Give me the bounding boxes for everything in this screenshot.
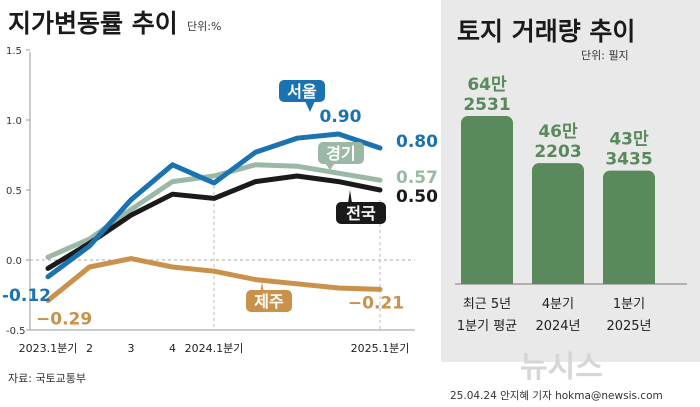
series-tag-jeju [246,290,292,312]
bar-category-label-line1: 최근 5년 [463,297,511,312]
bar-value-label-line1: 43만 [609,130,649,150]
series-tag-label-seoul: 서울 [287,82,317,101]
y-tick-label: 0.0 [6,256,22,267]
y-tick-label: 1.5 [6,46,22,57]
bar-value-label-line1: 64만 [467,75,507,95]
bar-category-label-line1: 4분기 [542,297,574,312]
series-tag-pointer-seoul [305,101,315,112]
bar-value-label-line2: 2531 [463,95,510,115]
x-tick-label: 2023.1분기 [19,342,78,355]
bar-value-label-line2: 2203 [534,142,581,162]
land-price-line-chart: 1.5 1.0 0.5 0.0 -0.5 2023.1분기 2 3 4 2024.1분기 2025.… [2,46,438,355]
national-end-label: 0.50 [396,187,438,207]
x-tick-label: 2024.1분기 [185,342,244,355]
x-tick-label: 2 [86,342,93,355]
seoul-end-label: 0.80 [396,132,438,152]
bar-category-label-line2: 2024년 [535,319,580,334]
bar-base [461,274,513,284]
seoul-peak-label: 0.90 [320,107,362,127]
right-chart-title: 토지 거래량 추이 [457,17,636,46]
watermark: 뉴시스 [520,350,603,385]
x-tick-label: 3 [128,342,135,355]
y-tick-label: -0.5 [6,326,26,337]
right-chart-unit: 단위: 필지 [581,49,629,62]
land-price-panel: 지가변동률 추이 단위:% 1.5 1.0 0.5 0.0 -0.5 2023.1분기 2 3… [2,9,439,385]
bar-value-label-line1: 46만 [538,122,578,142]
jeju-start-label: −0.29 [36,310,92,330]
credit-line: 25.04.24 안지혜 기자 hokma@newsis.com [450,390,663,402]
series-tag-label-gyeonggi: 경기 [326,144,355,163]
source-note: 자료: 국토교통부 [8,372,87,385]
bar-value-label-line2: 3435 [605,150,652,170]
series-line-seoul [45,131,383,280]
bar [603,170,655,284]
left-chart-title: 지가변동률 추이 [8,9,178,38]
series-tag-pointer-national [345,190,355,223]
left-chart-unit: 단위:% [187,20,222,33]
x-tick-label: 2025.1분기 [351,342,410,355]
y-tick-label: 1.0 [6,116,22,127]
bar-category-label-line2: 1분기 평균 [457,319,517,334]
series-line-jeju [45,256,383,304]
gyeonggi-end-label: 0.57 [396,168,438,188]
y-tick-label: 0.5 [6,186,22,197]
land-transaction-panel: 토지 거래량 추이 단위: 필지 64만 2531 최근 5년 1분기 평균 46만 22… [441,0,700,362]
bar [461,116,513,284]
bar-category-label-line1: 1분기 [613,297,645,312]
seoul-start-label: -0.12 [2,286,51,306]
series-tag-seoul [279,80,325,102]
watermark-text: 뉴시스 [520,350,603,385]
series-tag-pointer-jeju [257,282,267,311]
bar-base [532,274,584,284]
series-tag-pointer-gyeonggi [325,163,335,170]
series-tag-label-national: 전국 [346,204,376,223]
bar [532,163,584,284]
bar-category-label-line2: 2025년 [606,319,651,334]
series-tag-label-jeju: 제주 [254,292,284,311]
x-tick-label: 4 [169,342,176,355]
series-tag-gyeonggi [318,142,364,164]
jeju-end-label: −0.21 [348,293,404,313]
bar-base [603,274,655,284]
